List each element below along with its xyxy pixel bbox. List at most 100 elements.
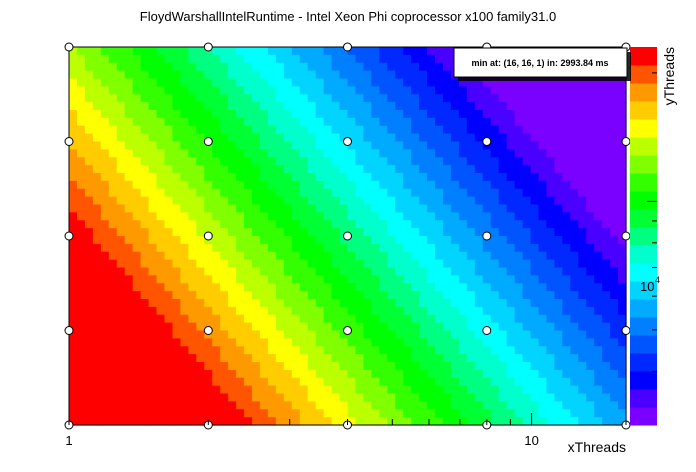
heatmap-cell xyxy=(315,417,325,426)
heatmap-cell xyxy=(395,291,404,300)
heatmap-cell xyxy=(371,354,380,363)
heatmap-cell xyxy=(100,94,110,103)
heatmap-cell xyxy=(108,251,118,261)
sample-point xyxy=(64,137,74,146)
heatmap-cell xyxy=(331,133,341,143)
heatmap-cell xyxy=(212,393,221,402)
heatmap-cell xyxy=(275,314,285,324)
heatmap-cell xyxy=(228,180,237,190)
heatmap-cell xyxy=(562,362,571,371)
heatmap-cell xyxy=(586,188,595,198)
heatmap-cell xyxy=(506,196,516,206)
heatmap-cell xyxy=(347,338,357,347)
heatmap-cell xyxy=(482,117,492,127)
heatmap-cell xyxy=(530,86,540,95)
heatmap-cell xyxy=(395,243,404,253)
heatmap-cell xyxy=(506,173,516,182)
sample-point xyxy=(621,231,631,241)
heatmap-cell xyxy=(315,47,325,56)
heatmap-cell xyxy=(419,338,428,347)
heatmap-cell xyxy=(92,188,102,198)
heatmap-cell xyxy=(164,133,174,143)
heatmap-cell xyxy=(411,220,420,229)
heatmap-cell xyxy=(100,275,110,284)
x-axis-label: xThreads xyxy=(568,439,626,455)
heatmap-cell xyxy=(124,243,134,253)
heatmap-cell xyxy=(538,196,548,206)
heatmap-cell xyxy=(403,369,412,379)
heatmap-cell xyxy=(395,369,404,379)
heatmap-cell xyxy=(578,314,587,324)
heatmap-cell xyxy=(69,117,78,127)
color-bar-segment xyxy=(630,155,657,174)
heatmap-cell xyxy=(347,267,357,276)
heatmap-cell xyxy=(84,314,94,324)
heatmap-cell xyxy=(164,70,174,80)
heatmap-cell xyxy=(92,243,102,253)
heatmap-cell xyxy=(188,401,197,410)
heatmap-cell xyxy=(116,165,126,174)
heatmap-cell xyxy=(522,393,532,402)
heatmap-cell xyxy=(562,212,571,221)
heatmap-cell xyxy=(427,173,436,182)
heatmap-cell xyxy=(562,157,571,166)
heatmap-cell xyxy=(172,212,181,221)
heatmap-cell xyxy=(403,251,412,261)
heatmap-cell xyxy=(347,47,357,56)
heatmap-cell xyxy=(427,149,436,158)
heatmap-cell xyxy=(252,291,261,300)
heatmap-cell xyxy=(315,180,325,190)
heatmap-cell xyxy=(355,369,365,379)
heatmap-cell xyxy=(554,141,563,150)
heatmap-cell xyxy=(586,393,595,402)
heatmap-cell xyxy=(92,417,102,426)
heatmap-cell xyxy=(442,117,452,127)
heatmap-cell xyxy=(514,409,524,418)
heatmap-cell xyxy=(124,283,134,292)
heatmap-cell xyxy=(172,314,181,324)
heatmap-cell xyxy=(331,180,341,190)
heatmap-cell xyxy=(498,188,508,198)
heatmap-cell xyxy=(546,196,555,206)
heatmap-cell xyxy=(188,220,197,229)
heatmap-cell xyxy=(363,369,372,379)
heatmap-cell xyxy=(307,346,317,355)
heatmap-cell xyxy=(204,180,213,190)
heatmap-cell xyxy=(92,62,102,72)
heatmap-cell xyxy=(442,165,452,174)
heatmap-cell xyxy=(172,102,181,111)
heatmap-cell xyxy=(124,299,134,308)
heatmap-cell xyxy=(267,283,277,292)
heatmap-cell xyxy=(458,385,468,395)
heatmap-cell xyxy=(252,393,261,402)
heatmap-cell xyxy=(570,306,579,316)
heatmap-cell xyxy=(244,330,253,339)
heatmap-cell xyxy=(427,385,436,395)
heatmap-cell xyxy=(196,322,205,332)
heatmap-cell xyxy=(299,54,309,64)
heatmap-cell xyxy=(220,188,229,198)
heatmap-cell xyxy=(228,70,237,80)
heatmap-cell xyxy=(339,54,349,64)
heatmap-cell xyxy=(228,291,237,300)
heatmap-cell xyxy=(610,314,619,324)
heatmap-cell xyxy=(442,236,452,245)
heatmap-cell xyxy=(267,165,277,174)
heatmap-cell xyxy=(236,141,245,150)
heatmap-cell xyxy=(283,188,293,198)
heatmap-cell xyxy=(315,330,325,339)
heatmap-cell xyxy=(442,220,452,229)
heatmap-cell xyxy=(578,243,587,253)
heatmap-cell xyxy=(419,157,428,166)
heatmap-cell xyxy=(538,299,548,308)
heatmap-cell xyxy=(92,338,102,347)
heatmap-cell xyxy=(427,220,436,229)
heatmap-cell xyxy=(514,275,524,284)
heatmap-cell xyxy=(307,204,317,213)
heatmap-cell xyxy=(228,393,237,402)
heatmap-cell xyxy=(315,86,325,95)
heatmap-cell xyxy=(124,78,134,87)
heatmap-cell xyxy=(252,243,261,253)
heatmap-cell xyxy=(363,385,372,395)
heatmap-cell xyxy=(411,369,420,379)
